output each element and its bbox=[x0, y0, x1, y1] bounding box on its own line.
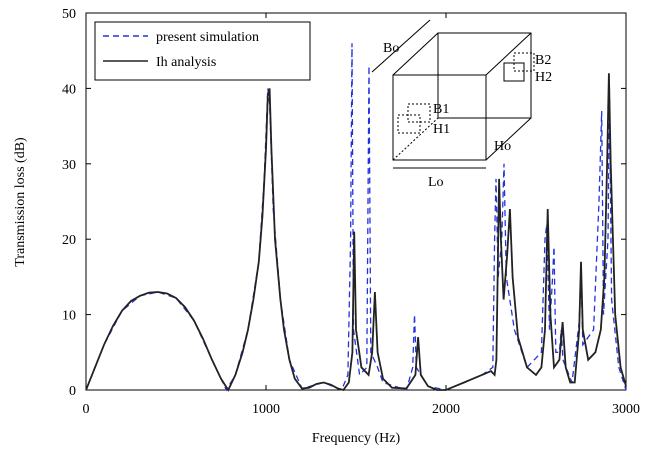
x-tick-label: 0 bbox=[83, 402, 90, 417]
y-tick-label: 20 bbox=[62, 233, 76, 248]
x-axis-label: Frequency (Hz) bbox=[312, 431, 401, 446]
y-tick-label: 0 bbox=[69, 384, 76, 399]
x-tick-label: 3000 bbox=[612, 402, 640, 417]
inset-label: B2 bbox=[535, 53, 551, 68]
inset-label: Lo bbox=[428, 175, 444, 190]
inset-labels: Bo B1 H1 B2 H2 Ho Lo bbox=[383, 41, 552, 190]
inset-label: H2 bbox=[535, 70, 552, 85]
legend-label: present simulation bbox=[156, 30, 259, 45]
y-tick-label: 50 bbox=[62, 7, 76, 22]
inset-diagram bbox=[371, 19, 535, 169]
inset-label: Ho bbox=[494, 139, 511, 154]
inset-label: Bo bbox=[383, 41, 399, 56]
series-line bbox=[85, 73, 627, 392]
inset-label: H1 bbox=[433, 122, 450, 137]
legend-box bbox=[94, 21, 311, 81]
x-tick-label: 1000 bbox=[252, 402, 280, 417]
y-axis-label: Transmission loss (dB) bbox=[13, 137, 28, 267]
plot-frame bbox=[85, 12, 627, 391]
y-tick-label: 30 bbox=[62, 158, 76, 173]
y-tick-label: 10 bbox=[62, 309, 76, 324]
legend-label: Ih analysis bbox=[156, 55, 216, 70]
y-tick-label: 40 bbox=[62, 82, 76, 97]
x-tick-label: 2000 bbox=[432, 402, 460, 417]
inset-label: B1 bbox=[433, 102, 449, 117]
